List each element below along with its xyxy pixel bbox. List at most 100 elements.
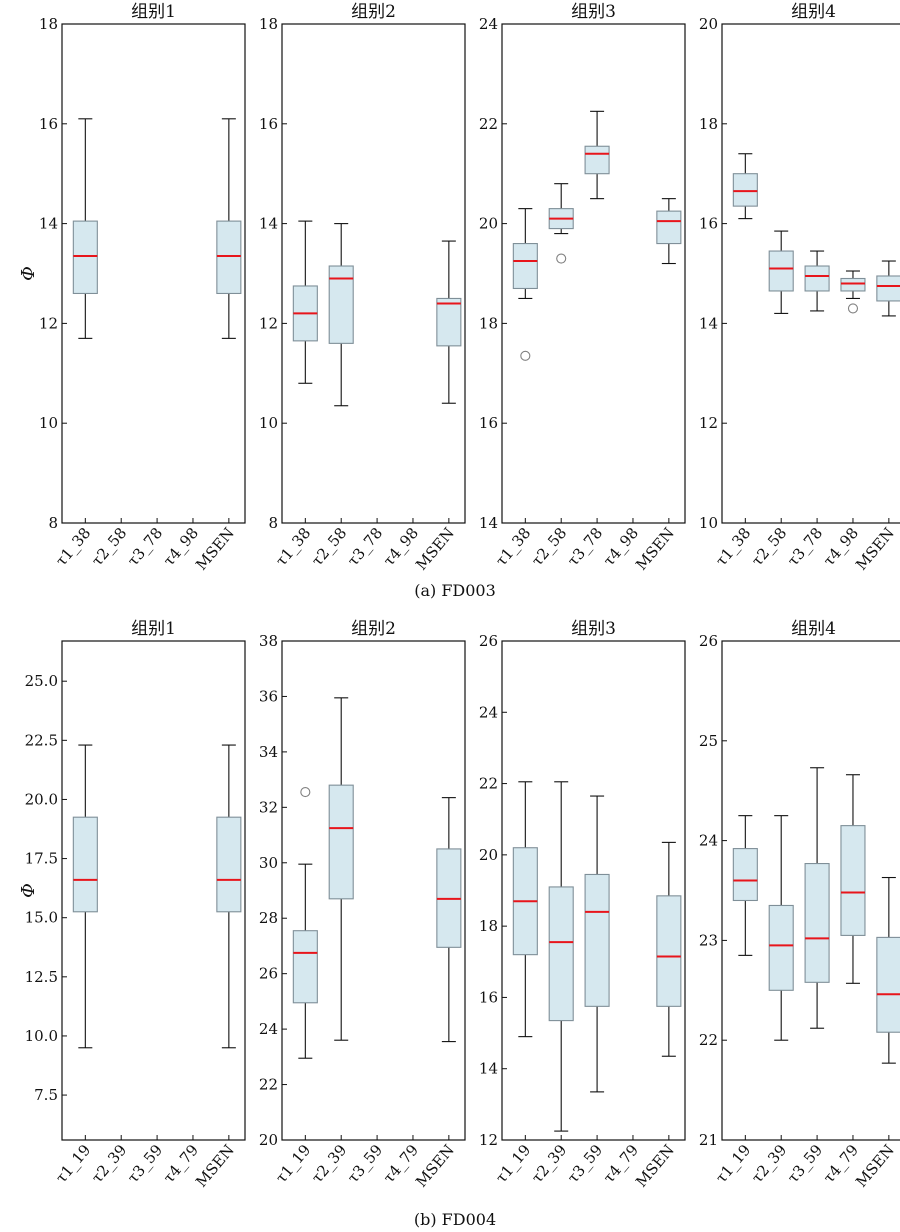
y-tick-label: 12 <box>479 1131 498 1149</box>
x-tick-label: MSEN <box>192 1141 238 1191</box>
panel-5: 组别1 7.5 10.0 12.5 15.0 17.5 20.0 22.5 25.0 Φτ1_19… <box>18 619 246 1191</box>
y-tick-label: 7.5 <box>34 1086 58 1104</box>
y-tick-label: 22 <box>479 115 498 133</box>
y-tick-label: 21 <box>699 1131 718 1149</box>
y-tick-label: 18 <box>479 917 498 935</box>
y-tick-label: 14 <box>479 1060 498 1078</box>
iqr-box <box>656 210 682 245</box>
axes-frame <box>61 23 246 524</box>
box-5 <box>436 797 462 1043</box>
iqr-box <box>656 895 682 1007</box>
y-tick-label: 18 <box>259 15 278 33</box>
box-3 <box>584 110 610 200</box>
y-tick-label: 20 <box>259 1131 278 1149</box>
box-1 <box>512 781 538 1038</box>
box-5 <box>876 876 900 1064</box>
box-1 <box>72 744 98 1049</box>
y-tick-label: 14 <box>259 215 278 233</box>
box-1 <box>732 153 758 220</box>
y-tick-label: 8 <box>48 514 58 532</box>
x-tick-label: τ3_59 <box>124 1141 166 1187</box>
iqr-box <box>216 816 242 913</box>
y-tick-label: 22 <box>699 1031 718 1049</box>
iqr-box <box>72 220 98 295</box>
panel-6: 组别220222426283032343638τ1_19τ2_39τ3_59τ4… <box>259 619 466 1191</box>
iqr-box <box>876 275 900 302</box>
y-tick-label: 20 <box>699 15 718 33</box>
box-2 <box>768 230 794 314</box>
panel-7: 组别31214161820222426τ1_19τ2_39τ3_59τ4_79M… <box>479 619 686 1191</box>
y-tick-label: 36 <box>259 687 278 705</box>
figure-caption: (b) FD004 <box>414 1210 496 1229</box>
axes-frame <box>61 640 246 1141</box>
axes-frame <box>721 23 900 524</box>
x-tick-label: τ1_19 <box>272 1141 314 1187</box>
box-5 <box>216 118 242 339</box>
x-tick-label: MSEN <box>192 524 238 574</box>
y-tick-label: 18 <box>699 115 718 133</box>
panel-title: 组别2 <box>351 619 396 639</box>
x-tick-label: MSEN <box>412 524 458 574</box>
box-5 <box>436 240 462 404</box>
x-tick-label: τ1_19 <box>52 1141 94 1187</box>
outlier-point <box>520 350 531 361</box>
figure-caption: (a) FD003 <box>414 581 496 600</box>
y-tick-label: 17.5 <box>25 850 58 868</box>
y-tick-label: 14 <box>479 514 498 532</box>
panel-title: 组别4 <box>791 619 836 639</box>
y-tick-label: 28 <box>259 909 278 927</box>
y-tick-label: 26 <box>479 632 498 650</box>
iqr-box <box>328 784 354 900</box>
y-axis-label: Φ <box>18 883 39 898</box>
iqr-box <box>840 825 866 936</box>
y-tick-label: 22 <box>479 775 498 793</box>
x-tick-label: τ2_39 <box>748 1141 790 1187</box>
panel-title: 组别3 <box>571 619 616 639</box>
iqr-box <box>584 873 610 1007</box>
x-tick-label: τ3_78 <box>344 524 386 570</box>
box-3 <box>804 250 830 312</box>
panel-title: 组别3 <box>571 2 616 22</box>
y-tick-label: 32 <box>259 798 278 816</box>
y-tick-label: 10 <box>39 414 58 432</box>
y-tick-label: 12 <box>259 314 278 332</box>
y-tick-label: 23 <box>699 931 718 949</box>
box-2 <box>548 781 574 1132</box>
iqr-box <box>548 886 574 1022</box>
y-tick-label: 22.5 <box>25 731 58 749</box>
x-tick-label: MSEN <box>852 524 898 574</box>
x-tick-label: τ3_78 <box>124 524 166 570</box>
iqr-box <box>292 930 318 1004</box>
box-3 <box>804 767 830 1029</box>
y-tick-label: 25.0 <box>25 672 58 690</box>
box-5 <box>876 260 900 317</box>
y-tick-label: 16 <box>39 115 58 133</box>
box-5 <box>656 198 682 265</box>
box-3 <box>584 795 610 1093</box>
iqr-box <box>804 265 830 292</box>
box-5 <box>656 841 682 1057</box>
box-1 <box>512 208 538 361</box>
x-tick-label: τ1_38 <box>712 524 754 570</box>
y-tick-label: 26 <box>699 632 718 650</box>
box-2 <box>328 697 354 1041</box>
y-tick-label: 10 <box>699 514 718 532</box>
y-axis-label: Φ <box>18 266 39 281</box>
outlier-point <box>847 303 859 314</box>
iqr-box <box>584 145 610 175</box>
x-tick-label: τ2_58 <box>748 524 790 570</box>
x-tick-label: τ2_58 <box>528 524 570 570</box>
x-tick-label: MSEN <box>852 1141 898 1191</box>
y-tick-label: 12 <box>699 414 718 432</box>
iqr-box <box>72 816 98 913</box>
y-tick-label: 16 <box>479 414 498 432</box>
x-tick-label: τ1_19 <box>492 1141 534 1187</box>
x-tick-label: τ3_59 <box>564 1141 606 1187</box>
box-1 <box>292 220 318 384</box>
x-tick-label: τ1_38 <box>492 524 534 570</box>
y-tick-label: 20 <box>479 215 498 233</box>
